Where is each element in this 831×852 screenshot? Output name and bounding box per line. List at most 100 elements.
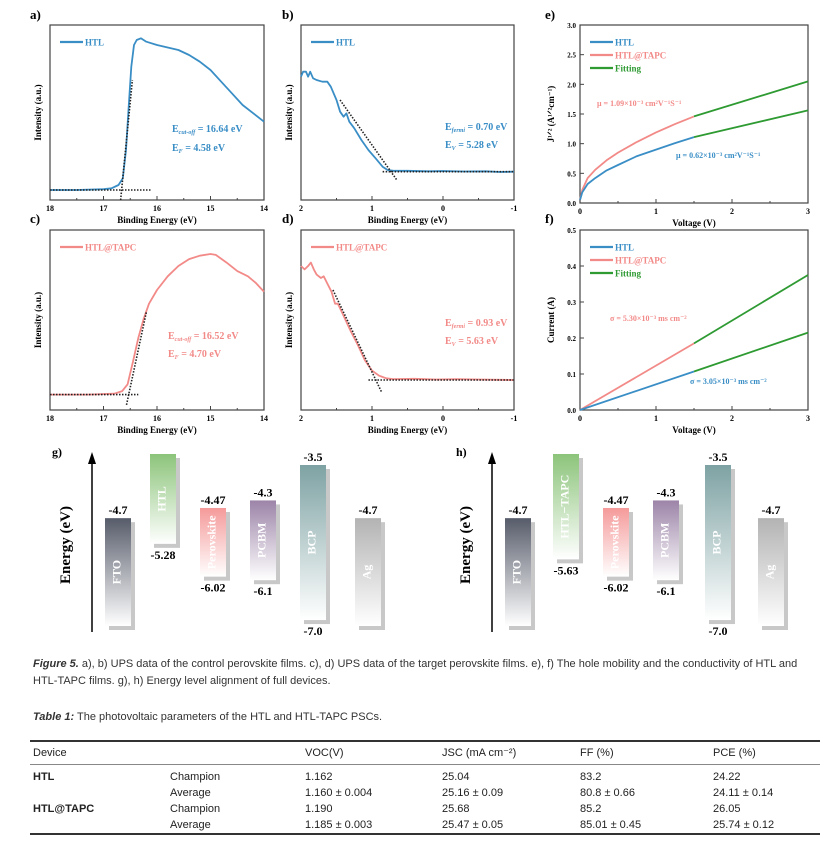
annotation: EF = 4.70 eV bbox=[168, 349, 222, 361]
annotation-part: E bbox=[445, 140, 452, 151]
energy-level-perovskite: Perovskite -4.47 -6.02 bbox=[200, 493, 230, 595]
y-axis-title: Intensity (a.u.) bbox=[284, 292, 294, 348]
x-axis-title: Binding Energy (eV) bbox=[117, 215, 197, 225]
energy-level-bcp: BCP -3.5 -7.0 bbox=[300, 450, 330, 638]
level-box bbox=[758, 518, 784, 626]
energy-level-fto: FTO -4.7 bbox=[505, 503, 535, 630]
x-tick-label: 0 bbox=[578, 414, 582, 423]
cell-pce: 26.05 bbox=[713, 803, 741, 815]
level-box bbox=[553, 454, 579, 560]
x-tick-label: 2 bbox=[730, 207, 734, 216]
energy-axis-title: Energy (eV) bbox=[58, 506, 74, 584]
table-label: Table 1: bbox=[33, 711, 75, 723]
series-line-htl-tapc bbox=[579, 115, 695, 201]
x-tick-label: 16 bbox=[153, 414, 161, 423]
legend-label: HTL bbox=[615, 243, 634, 253]
level-top-value: -4.3 bbox=[254, 485, 273, 499]
table-row: Average 1.185 ± 0.003 25.47 ± 0.05 85.01… bbox=[30, 817, 820, 834]
level-name: BCP bbox=[710, 531, 724, 555]
level-name: BCP bbox=[305, 531, 319, 555]
level-name: Perovskite bbox=[205, 515, 219, 569]
annotation: EV = 5.63 eV bbox=[445, 336, 499, 348]
y-tick-label: 2.0 bbox=[567, 81, 576, 89]
level-box bbox=[505, 518, 531, 626]
legend-label: HTL@TAPC bbox=[85, 243, 136, 253]
series-line-fitting bbox=[693, 109, 809, 138]
annotation: EV = 5.28 eV bbox=[445, 140, 499, 152]
level-top-value: -4.7 bbox=[359, 503, 378, 517]
cell-device: HTL bbox=[33, 771, 55, 783]
x-tick-label: 0 bbox=[441, 414, 445, 423]
chart-panel-d: d) 2 1 0 -1 Binding Energy (eV) Intensity (a.u… bbox=[282, 211, 517, 435]
cell-voc: 1.160 ± 0.004 bbox=[305, 787, 373, 799]
annotation: Ecut-off = 16.52 eV bbox=[168, 331, 239, 343]
cell-type: Champion bbox=[170, 803, 221, 815]
energy-level-ag: Ag -4.7 bbox=[758, 503, 788, 630]
energy-level-perovskite: Perovskite -4.47 -6.02 bbox=[603, 493, 633, 595]
level-bottom-value: -6.02 bbox=[201, 581, 226, 595]
chart-panel-c: c) 18 17 16 15 14 Binding Energy (eV) Intensity… bbox=[30, 211, 268, 435]
annotation-part: V bbox=[452, 342, 457, 348]
annotation: μ = 0.62×10⁻³ cm²V⁻¹S⁻¹ bbox=[676, 151, 761, 160]
level-box bbox=[150, 454, 176, 544]
caption-text: a), b) UPS data of the control perovskit… bbox=[33, 658, 798, 687]
level-box bbox=[105, 518, 131, 626]
series-line-fitting bbox=[693, 80, 809, 118]
y-axis-title: Intensity (a.u.) bbox=[33, 292, 43, 348]
level-box bbox=[653, 500, 679, 581]
level-top-value: -4.47 bbox=[604, 493, 629, 507]
x-tick-label: 0 bbox=[441, 204, 445, 213]
fit-line bbox=[119, 79, 134, 201]
energy-diagram-h: h) Energy (eV) FTO -4.7 HTL−TAPC -5.63 Perovsk… bbox=[456, 445, 788, 638]
cell-jsc: 25.47 ± 0.05 bbox=[442, 819, 504, 831]
level-top-value: -4.7 bbox=[509, 503, 528, 517]
legend-label: HTL bbox=[85, 38, 104, 48]
x-tick-label: 18 bbox=[46, 204, 54, 213]
fit-line bbox=[332, 289, 383, 394]
level-bottom-value: -7.0 bbox=[304, 624, 323, 638]
level-bottom-value: -5.28 bbox=[151, 548, 176, 562]
x-tick-label: 0 bbox=[578, 207, 582, 216]
x-tick-label: 14 bbox=[260, 204, 268, 213]
level-top-value: -4.7 bbox=[109, 503, 128, 517]
level-name: FTO bbox=[510, 560, 524, 584]
y-tick-label: 0.5 bbox=[567, 227, 576, 235]
annotation-part: cut-off bbox=[175, 337, 193, 343]
level-top-value: -3.5 bbox=[709, 450, 728, 464]
x-tick-label: 3 bbox=[806, 414, 810, 423]
level-name: HTL bbox=[155, 486, 169, 511]
table-row: HTL Champion 1.162 25.04 83.2 24.22 bbox=[30, 765, 820, 786]
y-axis-title: J¹ᐟ² (A¹ᐟ²cm⁻¹) bbox=[546, 86, 556, 143]
cell-type: Average bbox=[170, 819, 211, 831]
x-tick-label: 1 bbox=[370, 204, 374, 213]
fit-line bbox=[125, 312, 148, 406]
chart-panel-f: f) 0 1 2 3 0.0 0.1 0.2 0.3 0.4 0.5 Voltage (V) Curre… bbox=[545, 211, 810, 435]
energy-axis-title: Energy (eV) bbox=[458, 506, 474, 584]
cell-jsc: 25.04 bbox=[442, 771, 470, 783]
panel-label: f) bbox=[545, 211, 554, 226]
cell-jsc: 25.68 bbox=[442, 803, 470, 815]
legend-label: HTL bbox=[336, 38, 355, 48]
x-tick-label: 17 bbox=[100, 414, 108, 423]
panel-label: h) bbox=[456, 445, 467, 459]
x-axis-title: Binding Energy (eV) bbox=[368, 215, 448, 225]
cell-type: Average bbox=[170, 787, 211, 799]
level-bottom-value: -6.02 bbox=[604, 581, 629, 595]
cell-ff: 85.01 ± 0.45 bbox=[580, 819, 642, 831]
annotation-part: E bbox=[445, 336, 452, 347]
x-axis-title: Voltage (V) bbox=[672, 218, 715, 228]
table-title: Table 1: The photovoltaic parameters of … bbox=[33, 711, 382, 723]
x-tick-label: 14 bbox=[260, 414, 268, 423]
series-line-htl bbox=[50, 37, 265, 191]
panel-label: d) bbox=[282, 211, 294, 226]
cell-voc: 1.162 bbox=[305, 771, 333, 783]
energy-level-ag: Ag -4.7 bbox=[355, 503, 385, 630]
x-tick-label: 18 bbox=[46, 414, 54, 423]
annotation-part: σ = 3.05×10⁻³ ms cm⁻² bbox=[690, 377, 767, 386]
chart-panel-e: e) 0 1 2 3 0.0 0.5 1.0 1.5 2.0 2.5 3.0 Voltage (V) J¹… bbox=[545, 7, 810, 228]
annotation-part: μ = 1.09×10⁻³ cm²V⁻¹S⁻¹ bbox=[597, 99, 682, 108]
annotation-part: E bbox=[168, 331, 175, 342]
level-name: FTO bbox=[110, 560, 124, 584]
x-tick-label: 2 bbox=[299, 414, 303, 423]
series-line-htl bbox=[579, 370, 695, 411]
